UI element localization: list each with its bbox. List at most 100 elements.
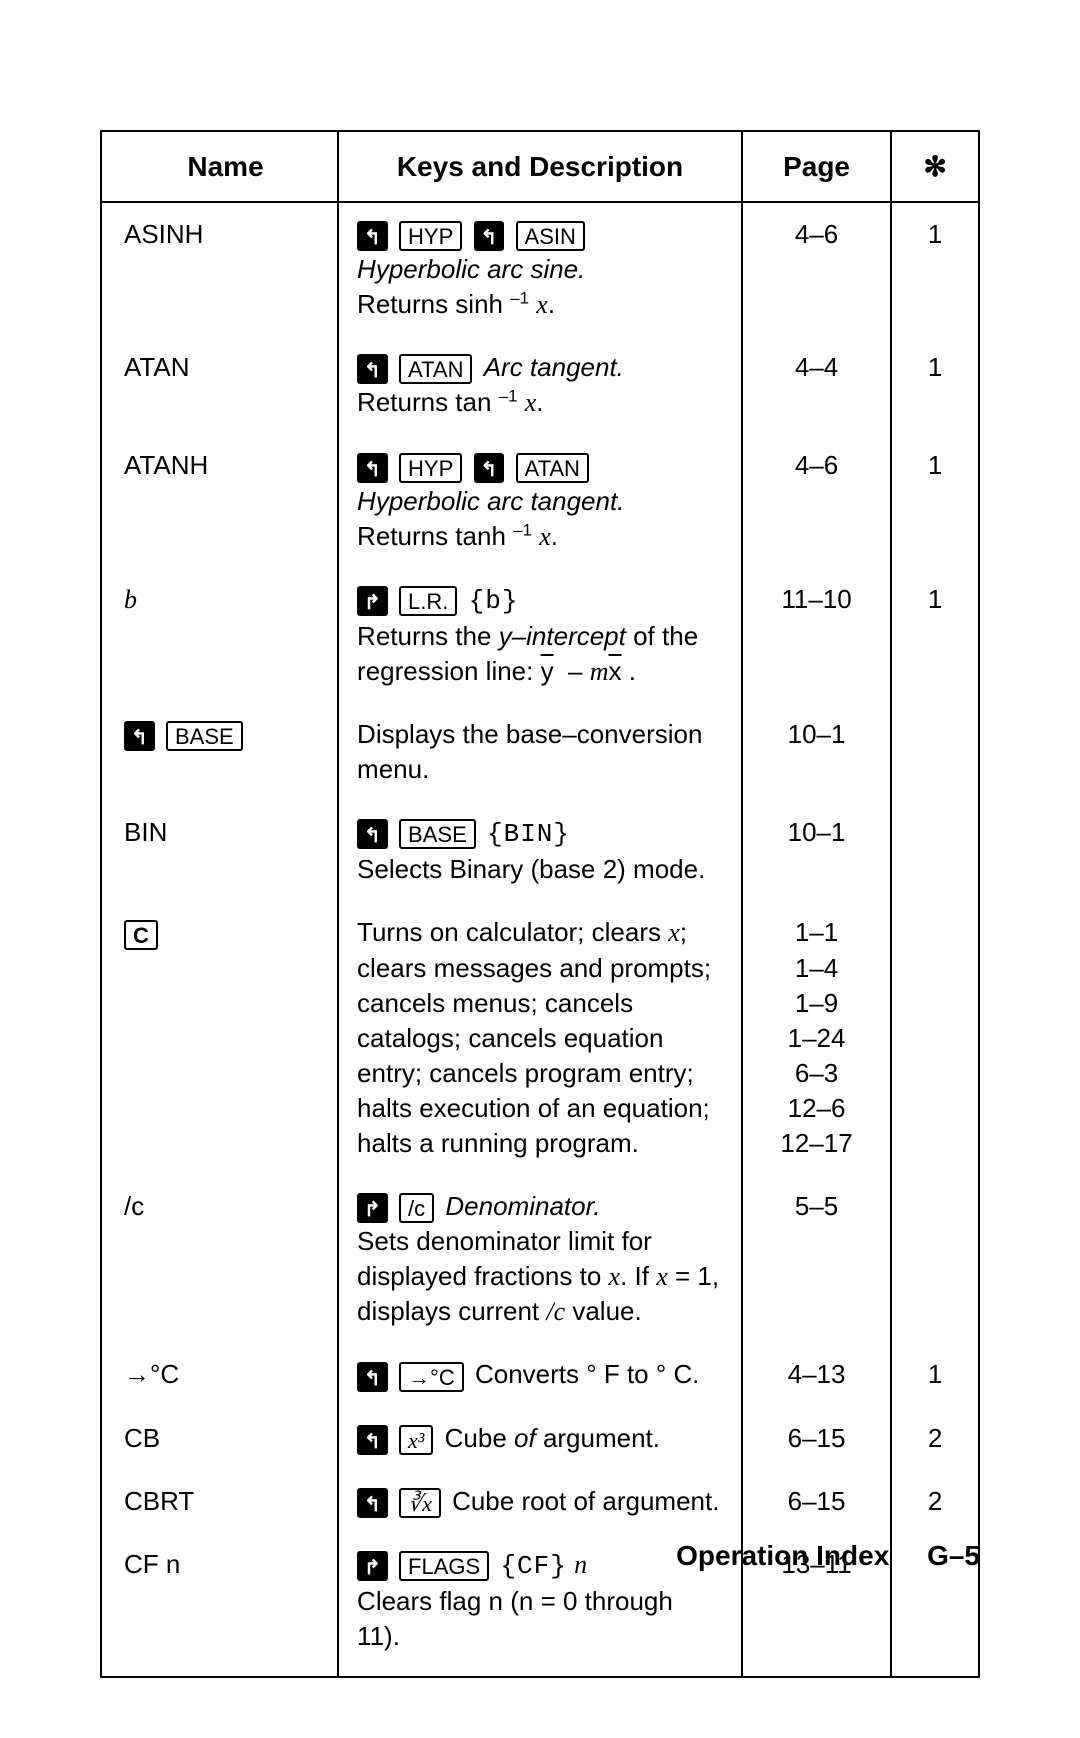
- op-star: [891, 801, 979, 901]
- key-base: BASE: [166, 721, 243, 751]
- op-desc: →°C Converts ° F to ° C.: [338, 1343, 742, 1406]
- table-row: CBRT ∛x Cube root of argument. 6–15 2: [101, 1470, 979, 1533]
- page-ref: 1–1: [795, 917, 838, 947]
- shift-left-icon: [357, 221, 388, 251]
- op-desc: L.R. {b} Returns the y–intercept of the …: [338, 568, 742, 703]
- desc-text-sup: –1 x.: [491, 387, 543, 417]
- menu-item: {CF}: [500, 1551, 566, 1581]
- var-slash-c: /c: [546, 1297, 565, 1326]
- desc-text-sup: –1 x.: [503, 289, 555, 319]
- desc-text: argument.: [536, 1423, 660, 1453]
- op-page: 4–13: [742, 1343, 891, 1406]
- table-row: b L.R. {b} Returns the y–intercept of th…: [101, 568, 979, 703]
- op-star: 1: [891, 336, 979, 434]
- key-hyp: HYP: [399, 221, 462, 251]
- op-desc: BASE {BIN} Selects Binary (base 2) mode.: [338, 801, 742, 901]
- op-desc: ATAN Arc tangent. Returns tan –1 x.: [338, 336, 742, 434]
- key-hyp: HYP: [399, 453, 462, 483]
- key-c: C: [124, 920, 158, 950]
- shift-left-icon: [357, 453, 388, 483]
- shift-left-icon: [124, 721, 155, 751]
- shift-left-icon: [474, 453, 505, 483]
- desc-text: Returns tanh: [357, 521, 506, 551]
- op-name: →°C: [101, 1343, 338, 1406]
- op-star: 1: [891, 434, 979, 567]
- op-name: ASINH: [101, 202, 338, 336]
- desc-italic: Hyperbolic arc tangent.: [357, 486, 624, 516]
- op-page: 11–10: [742, 568, 891, 703]
- op-star: [891, 1175, 979, 1343]
- table-row: ATANH HYP ATAN Hyperbolic arc tangent. R…: [101, 434, 979, 567]
- page-content: Name Keys and Description Page ✻ ASINH H…: [0, 0, 1080, 1738]
- header-keys: Keys and Description: [338, 131, 742, 202]
- op-page: 5–5: [742, 1175, 891, 1343]
- op-pages: 1–1 1–4 1–9 1–24 6–3 12–6 12–17: [742, 901, 891, 1175]
- desc-text: Returns sinh: [357, 289, 503, 319]
- op-name: /c: [101, 1175, 338, 1343]
- key-atan: ATAN: [399, 354, 472, 384]
- op-name: ATAN: [101, 336, 338, 434]
- op-star: 1: [891, 568, 979, 703]
- table-row: BIN BASE {BIN} Selects Binary (base 2) m…: [101, 801, 979, 901]
- op-name: CF n: [101, 1533, 338, 1677]
- op-star: 1: [891, 202, 979, 336]
- key-atan: ATAN: [516, 453, 589, 483]
- key-base: BASE: [399, 819, 476, 849]
- shift-right-icon: [357, 1551, 388, 1581]
- op-page: 10–1: [742, 801, 891, 901]
- desc-text: Clears flag n (n = 0 through 11).: [357, 1586, 673, 1651]
- op-name: CB: [101, 1407, 338, 1470]
- op-name: ATANH: [101, 434, 338, 567]
- desc-text-sup: –1 x.: [506, 521, 558, 551]
- op-desc: Displays the base–conversion menu.: [338, 703, 742, 801]
- op-star: 2: [891, 1407, 979, 1470]
- op-name: BIN: [101, 801, 338, 901]
- key-lr: L.R.: [399, 586, 457, 616]
- op-star: [891, 901, 979, 1175]
- desc-italic: y–intercept: [499, 621, 626, 651]
- op-page: 6–15: [742, 1407, 891, 1470]
- var-n: n: [574, 1550, 587, 1579]
- menu-item: {BIN}: [487, 819, 570, 849]
- desc-text: value.: [565, 1296, 642, 1326]
- header-page: Page: [742, 131, 891, 202]
- desc-text: Cube: [437, 1423, 514, 1453]
- header-name: Name: [101, 131, 338, 202]
- var-x: x: [668, 918, 680, 947]
- op-desc: x³ Cube of argument.: [338, 1407, 742, 1470]
- op-page: 4–4: [742, 336, 891, 434]
- shift-left-icon: [357, 1425, 388, 1455]
- formula: y – mx .: [541, 656, 636, 686]
- key-asin: ASIN: [516, 221, 585, 251]
- shift-left-icon: [357, 354, 388, 384]
- desc-text: Selects Binary (base 2) mode.: [357, 854, 705, 884]
- op-name: CBRT: [101, 1470, 338, 1533]
- key-xcube: x³: [399, 1425, 433, 1455]
- op-name: BASE: [101, 703, 338, 801]
- table-row: ASINH HYP ASIN Hyperbolic arc sine. Retu…: [101, 202, 979, 336]
- op-name: b: [101, 568, 338, 703]
- page-ref: 1–9: [795, 988, 838, 1018]
- op-desc: /c Denominator. Sets denominator limit f…: [338, 1175, 742, 1343]
- shift-left-icon: [357, 1488, 388, 1518]
- shift-right-icon: [357, 586, 388, 616]
- page-ref: 6–3: [795, 1058, 838, 1088]
- op-name: C: [101, 901, 338, 1175]
- op-page: 10–1: [742, 703, 891, 801]
- table-row: CB x³ Cube of argument. 6–15 2: [101, 1407, 979, 1470]
- desc-text: Turns on calculator; clears: [357, 917, 668, 947]
- op-desc: HYP ATAN Hyperbolic arc tangent. Returns…: [338, 434, 742, 567]
- key-cbrt: ∛x: [399, 1488, 441, 1518]
- key-slash-c: /c: [399, 1193, 434, 1223]
- desc-italic: Hyperbolic arc sine.: [357, 254, 585, 284]
- op-desc: ∛x Cube root of argument.: [338, 1470, 742, 1533]
- table-row: ATAN ATAN Arc tangent. Returns tan –1 x.…: [101, 336, 979, 434]
- shift-left-icon: [357, 1362, 388, 1392]
- key-flags: FLAGS: [399, 1551, 489, 1581]
- var-x: x: [609, 1262, 621, 1291]
- table-row: →°C →°C Converts ° F to ° C. 4–13 1: [101, 1343, 979, 1406]
- header-star: ✻: [891, 131, 979, 202]
- shift-left-icon: [474, 221, 505, 251]
- op-page: 6–15: [742, 1470, 891, 1533]
- page-ref: 1–4: [795, 953, 838, 983]
